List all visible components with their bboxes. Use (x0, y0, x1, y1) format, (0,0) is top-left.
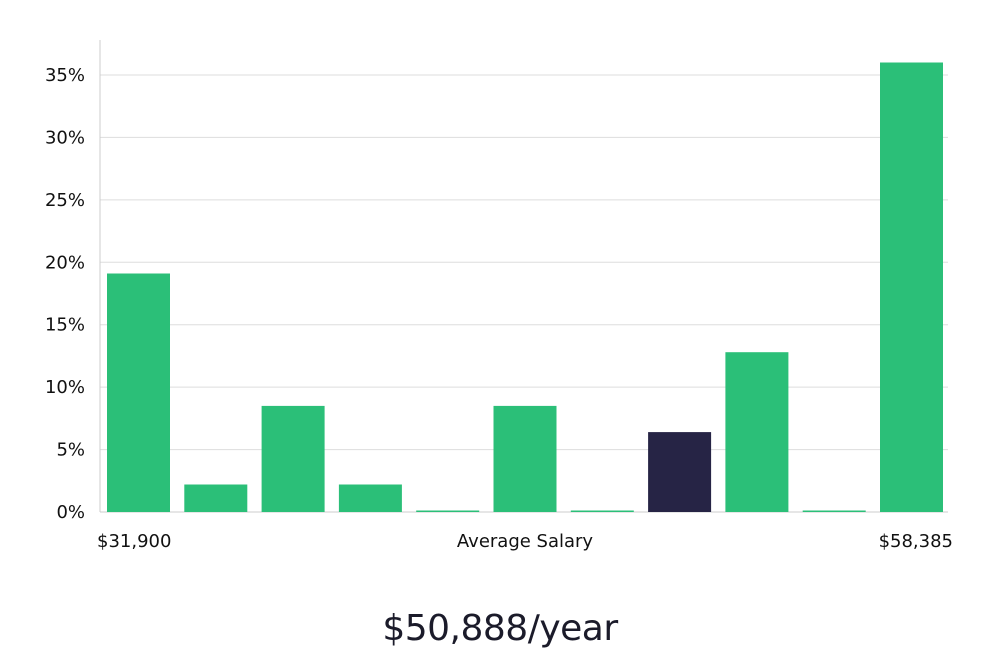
average-salary-value: $50,888/year (382, 608, 618, 649)
bar-10 (802, 510, 866, 512)
y-tick-label-20: 20% (45, 252, 85, 273)
y-axis-ticks: 0% 5% 10% 15% 20% 25% 30% 35% (45, 65, 85, 523)
grid-lines (100, 74, 948, 513)
x-axis-title: Average Salary (457, 531, 594, 552)
y-tick-label-15: 15% (45, 315, 85, 336)
salary-histogram: 0% 5% 10% 15% 20% 25% 30% 35% $31,900 Average S… (45, 40, 953, 552)
x-label-max: $58,385 (879, 531, 953, 552)
bar-7 (570, 510, 634, 512)
bar-6 (493, 405, 557, 512)
y-tick-label-10: 10% (45, 377, 85, 398)
bar-4 (338, 484, 402, 512)
bar-highlighted (648, 432, 712, 512)
y-tick-label-25: 25% (45, 190, 85, 211)
bar-9 (725, 352, 789, 512)
bars (107, 62, 943, 512)
y-tick-label-5: 5% (56, 440, 85, 461)
y-tick-label-30: 30% (45, 127, 85, 148)
bar-11 (880, 62, 943, 512)
bar-3 (261, 405, 325, 512)
y-tick-label-0: 0% (56, 502, 85, 523)
bar-2 (184, 484, 248, 512)
x-label-min: $31,900 (97, 531, 171, 552)
bar-5 (416, 510, 480, 512)
y-tick-label-35: 35% (45, 65, 85, 86)
bar-1 (107, 273, 170, 512)
